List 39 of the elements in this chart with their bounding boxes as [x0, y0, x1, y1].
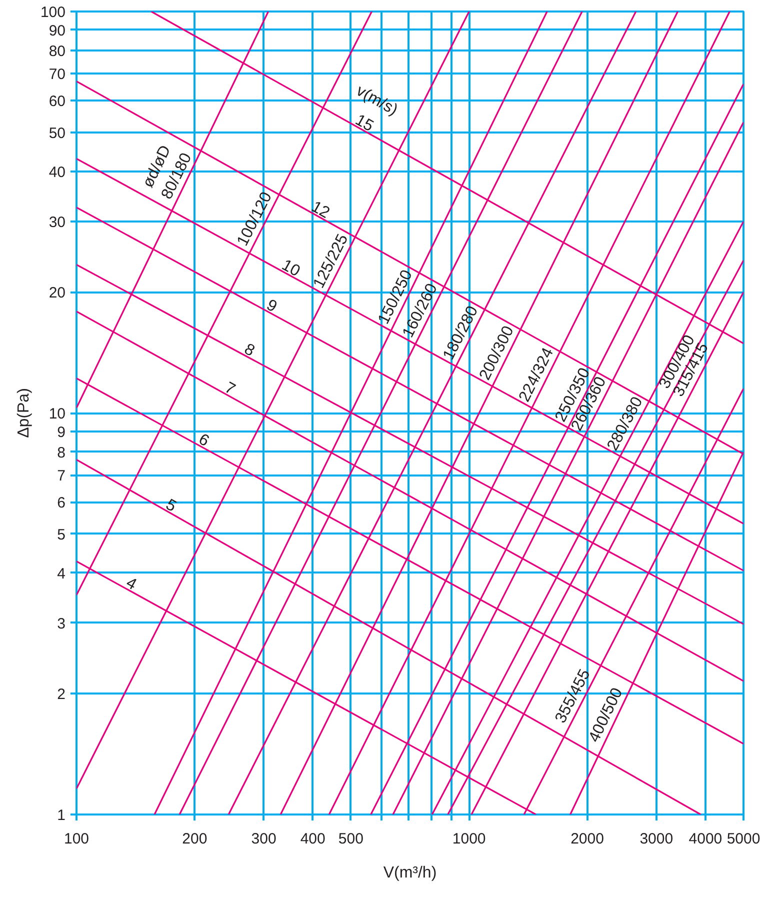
y-tick-label: 20: [48, 284, 66, 302]
x-tick-label: 300: [251, 830, 276, 848]
y-tick-label: 3: [57, 615, 66, 632]
y-tick-label: 6: [57, 494, 66, 512]
text: 9: [264, 296, 280, 316]
y-tick-label: 4: [57, 565, 66, 582]
text: 10: [278, 256, 303, 280]
y-tick-label: 60: [48, 93, 66, 110]
y-tick-label: 1: [57, 807, 66, 824]
text: 5: [162, 496, 180, 516]
y-tick-label: 5: [57, 526, 66, 544]
y-tick-label: 40: [48, 164, 66, 181]
x-tick-label: 2000: [570, 830, 604, 848]
y-tick-label: 80: [48, 42, 66, 60]
text: 15: [352, 112, 376, 136]
y-tick-label: 70: [48, 66, 66, 84]
x-tick-label: 5000: [726, 830, 760, 848]
x-tick-label: 200: [182, 830, 208, 848]
text: 8: [241, 340, 258, 360]
y-tick-label: 10: [48, 406, 66, 422]
y-tick-label: 90: [48, 22, 66, 40]
y-tick-label: 50: [48, 124, 66, 142]
text: 4: [123, 574, 140, 594]
y-tick-label: 8: [57, 444, 66, 462]
y-axis-title: Δp(Pa): [15, 388, 32, 438]
x-tick-label: 1000: [452, 830, 486, 848]
y-tick-label: 9: [57, 424, 66, 441]
x-tick-label: 500: [338, 830, 364, 848]
x-tick-label: 4000: [688, 830, 722, 848]
x-axis-title: V(m³/h): [383, 864, 437, 882]
y-tick-label: 30: [48, 214, 66, 231]
y-tick-label: 7: [57, 468, 66, 485]
x-tick-label: 3000: [640, 830, 674, 848]
y-tick-label: 100: [40, 4, 66, 21]
y-tick-label: 2: [57, 686, 66, 704]
text: 7: [222, 379, 238, 399]
x-tick-label: 400: [300, 830, 326, 848]
text: 6: [196, 431, 212, 450]
text: 12: [308, 198, 332, 222]
